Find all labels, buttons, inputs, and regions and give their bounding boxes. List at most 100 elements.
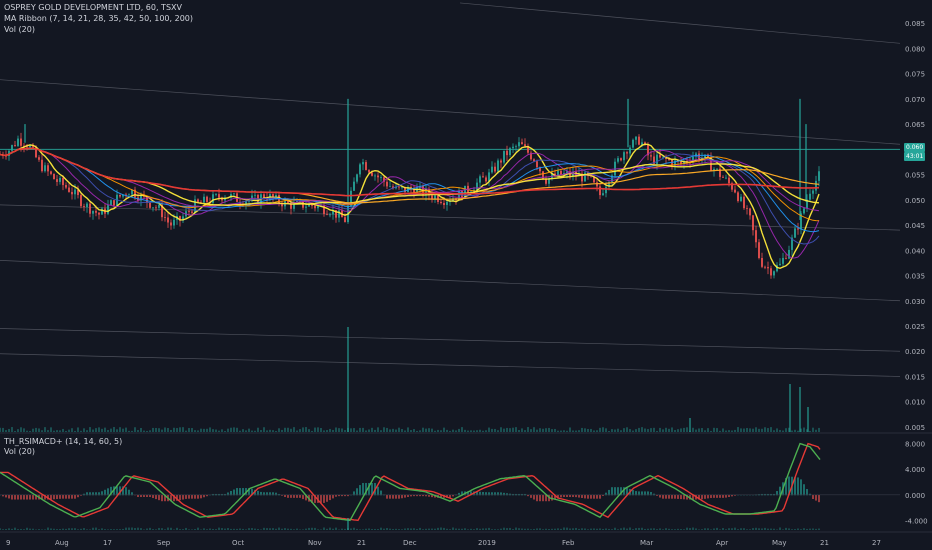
oscillator-histogram-bar — [230, 490, 232, 496]
volume-bar — [56, 430, 58, 432]
oscillator-volume-bar — [434, 528, 436, 530]
volume-bar — [722, 428, 724, 432]
oscillator-histogram-bar — [545, 494, 547, 502]
volume-bar — [224, 430, 226, 432]
volume-bar — [86, 430, 88, 432]
price-tick-label: 0.080 — [905, 45, 925, 53]
oscillator-histogram-bar — [725, 494, 727, 498]
candle-body — [32, 145, 34, 148]
ma-ribbon-legend[interactable]: MA Ribbon (7, 14, 21, 28, 35, 42, 50, 10… — [4, 14, 193, 23]
oscillator-histogram-bar — [323, 494, 325, 503]
oscillator-histogram-bar — [389, 494, 391, 499]
oscillator-histogram-bar — [164, 494, 166, 502]
candle-body — [662, 156, 664, 158]
volume-bar — [209, 427, 211, 432]
oscillator-volume-bar — [557, 528, 559, 530]
candle-body — [383, 177, 385, 182]
volume-bar — [485, 430, 487, 432]
oscillator-volume-bar — [227, 528, 229, 530]
oscillator-volume-bar — [38, 529, 40, 530]
candle-body — [59, 177, 61, 182]
volume-bar — [32, 428, 34, 432]
volume-legend[interactable]: Vol (20) — [4, 25, 35, 34]
volume-bar — [533, 427, 535, 432]
oscillator-histogram-bar — [620, 487, 622, 496]
candle-body — [317, 206, 319, 209]
candle-body — [659, 154, 661, 158]
candle-body — [506, 150, 508, 156]
candle-body — [815, 180, 817, 191]
volume-bar — [665, 427, 667, 432]
volume-bar — [137, 430, 139, 432]
candle-body — [704, 154, 706, 159]
oscillator-volume-bar — [770, 528, 772, 530]
price-tick-label: 0.040 — [905, 247, 925, 255]
volume-bar — [113, 427, 115, 432]
volume-bar — [815, 429, 817, 432]
oscillator-histogram-bar — [800, 479, 802, 496]
candle-body — [368, 170, 370, 173]
oscillator-volume-bar — [590, 528, 592, 530]
oscillator-volume-bar — [101, 528, 103, 530]
oscillator-volume-bar — [689, 528, 691, 530]
oscillator-histogram-bar — [266, 492, 268, 496]
oscillator-volume-bar — [569, 528, 571, 530]
volume-bar — [29, 430, 31, 432]
candle-body — [509, 148, 511, 156]
oscillator-volume-bar — [197, 527, 199, 530]
candle-body — [791, 237, 793, 250]
candle-body — [380, 177, 382, 179]
oscillator-volume-bar — [773, 528, 775, 530]
oscillator-histogram-bar — [185, 494, 187, 499]
oscillator-histogram-bar — [665, 494, 667, 499]
oscillator-volume-bar — [584, 528, 586, 530]
volume-bar — [710, 430, 712, 432]
price-axis[interactable]: 0.085 0.080 0.075 0.070 0.065 0.060 0.055 0.050… — [905, 20, 928, 525]
oscillator-volume-bar — [566, 527, 568, 530]
oscillator-histogram-bar — [431, 494, 433, 498]
oscillator-volume-bar — [461, 528, 463, 530]
oscillator-histogram-bar — [440, 494, 442, 498]
candle-body — [77, 189, 79, 196]
oscillator-volume-bar — [515, 527, 517, 530]
oscillator-histogram-bar — [305, 494, 307, 501]
candle-body — [323, 205, 325, 214]
indicator-legend[interactable]: TH_RSIMACD+ (14, 14, 60, 5) — [4, 437, 123, 446]
oscillator-histogram-bar — [596, 494, 598, 499]
candle-body — [50, 171, 52, 174]
oscillator-histogram-bar — [716, 494, 718, 498]
oscillator-histogram-bar — [554, 494, 556, 500]
indicator-volume-legend[interactable]: Vol (20) — [4, 447, 35, 456]
volume-bar — [809, 430, 811, 432]
candle-body — [440, 201, 442, 204]
time-axis[interactable]: 9 Aug 17 Sep Oct Nov 21 Dec 2019 Feb Mar Apr May 21 27 — [6, 539, 881, 547]
candle-body — [125, 194, 127, 196]
volume-bar — [617, 428, 619, 432]
oscillator-histogram-bar — [602, 494, 604, 496]
candle-body — [503, 150, 505, 163]
volume-bar — [290, 428, 292, 432]
volume-bar — [152, 427, 154, 432]
volume-bar — [425, 428, 427, 432]
candle-body — [443, 203, 445, 205]
oscillator-histogram-bar — [566, 494, 568, 497]
oscillator-volume-bar — [206, 529, 208, 530]
oscillator-volume-bar — [722, 528, 724, 530]
candle-body — [515, 146, 517, 148]
price-tick-label: 0.065 — [905, 121, 925, 129]
candle-body — [776, 265, 778, 272]
oscillator-volume-bar — [812, 528, 814, 530]
volume-bar — [764, 427, 766, 432]
trendlines — [0, 2, 901, 377]
oscillator-volume-bar — [221, 528, 223, 530]
oscillator-volume-bar — [779, 527, 781, 530]
oscillator-histogram-bar — [497, 492, 499, 496]
volume-bar — [389, 429, 391, 432]
oscillator-histogram-bar — [182, 494, 184, 500]
oscillator-volume-bar — [674, 529, 676, 530]
oscillator-histogram-bar — [815, 494, 817, 501]
volume-bar — [515, 427, 517, 432]
oscillator-volume-bar — [362, 529, 364, 530]
oscillator-volume-bar — [146, 528, 148, 530]
